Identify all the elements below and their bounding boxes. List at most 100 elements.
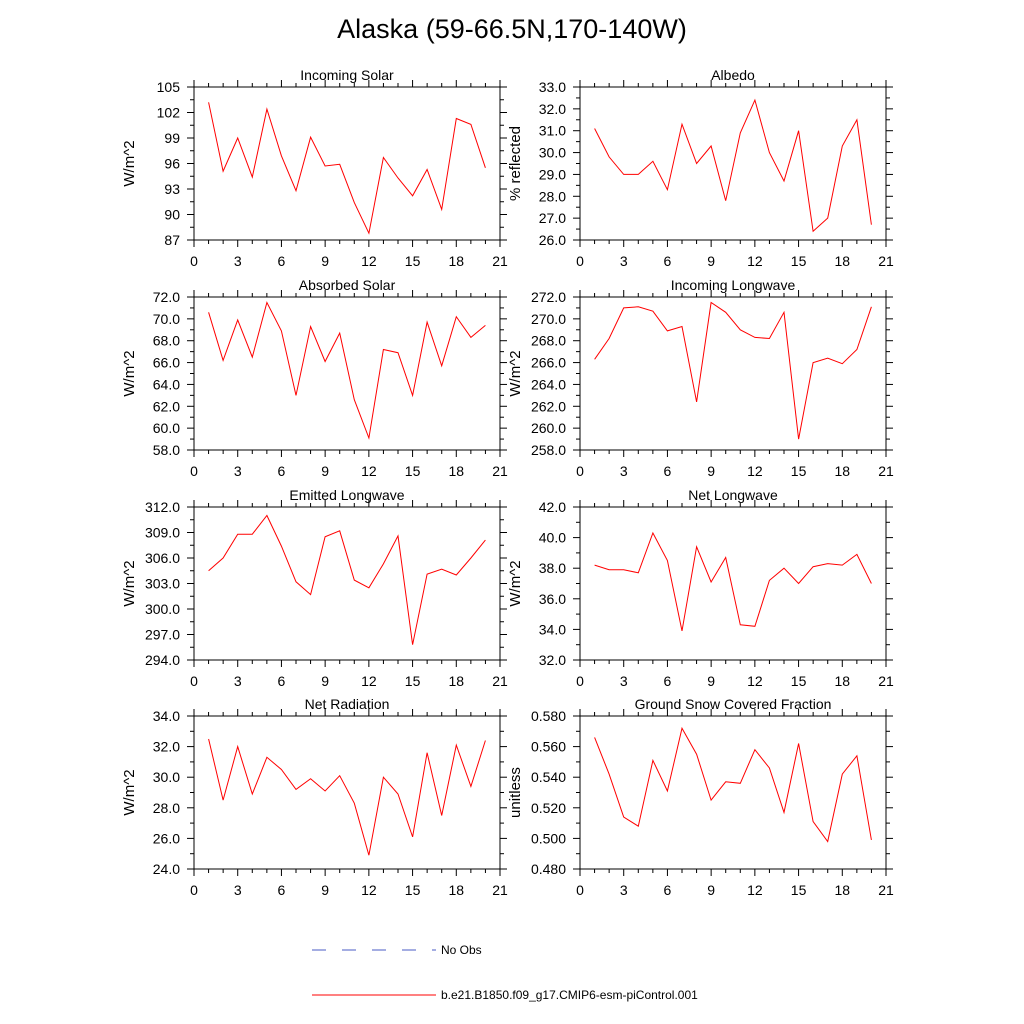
- y-axis-label: W/m^2: [507, 560, 524, 606]
- plot-frame: [579, 86, 887, 241]
- legend-obs-label: No Obs: [441, 943, 482, 957]
- x-tick-label: 0: [576, 882, 584, 898]
- x-tick-label: 15: [791, 253, 807, 269]
- chart-panel: Albedo 0 3 6 9 12 15 18 21 26.0 27.0 28.0 29.0 30.0 31…: [507, 67, 894, 269]
- y-tick-label: 40.0: [539, 530, 566, 546]
- panel-title: Albedo: [711, 67, 755, 83]
- y-tick-label: 26.0: [153, 830, 180, 846]
- y-tick-label: 66.0: [153, 355, 180, 371]
- y-tick-label: 28.0: [153, 800, 180, 816]
- x-tick-label: 18: [448, 882, 464, 898]
- x-tick-label: 6: [278, 673, 286, 689]
- x-tick-label: 18: [834, 673, 850, 689]
- y-tick-label: 34.0: [539, 621, 566, 637]
- x-tick-label: 3: [234, 882, 242, 898]
- series-line: [594, 98, 872, 233]
- y-tick-label: 0.520: [531, 800, 566, 816]
- x-tick-label: 9: [707, 882, 715, 898]
- plot-frame: [579, 296, 887, 451]
- x-tick-label: 12: [747, 253, 763, 269]
- x-tick-label: 6: [278, 882, 286, 898]
- x-tick-label: 9: [321, 463, 329, 479]
- x-tick-label: 3: [234, 253, 242, 269]
- x-tick-label: 21: [878, 882, 894, 898]
- x-tick-label: 21: [878, 463, 894, 479]
- plot-frame: [193, 506, 501, 661]
- x-tick-label: 0: [576, 463, 584, 479]
- y-tick-label: 68.0: [153, 333, 180, 349]
- x-tick-label: 21: [492, 253, 508, 269]
- x-tick-label: 15: [405, 463, 421, 479]
- chart-panel: Net Radiation 0 3 6 9 12 15 18 21 24.0 26.0 28.0 30.…: [121, 696, 508, 898]
- x-tick-label: 18: [834, 463, 850, 479]
- y-tick-label: 72.0: [153, 289, 180, 305]
- y-tick-label: 29.0: [539, 166, 566, 182]
- x-tick-label: 0: [576, 253, 584, 269]
- x-tick-label: 21: [878, 673, 894, 689]
- y-tick-label: 272.0: [531, 289, 566, 305]
- y-tick-label: 36.0: [539, 591, 566, 607]
- series-line: [208, 738, 486, 856]
- y-tick-label: 102: [157, 105, 181, 121]
- x-tick-label: 9: [707, 253, 715, 269]
- y-tick-label: 93: [164, 181, 180, 197]
- x-tick-label: 15: [791, 463, 807, 479]
- y-tick-label: 90: [164, 207, 180, 223]
- y-tick-label: 0.480: [531, 861, 566, 877]
- y-tick-label: 297.0: [145, 627, 180, 643]
- y-tick-label: 260.0: [531, 420, 566, 436]
- y-tick-label: 60.0: [153, 420, 180, 436]
- y-tick-label: 300.0: [145, 601, 180, 617]
- x-tick-label: 9: [321, 673, 329, 689]
- x-tick-label: 0: [190, 463, 198, 479]
- x-tick-label: 12: [747, 463, 763, 479]
- series-line: [594, 726, 872, 843]
- y-tick-label: 0.560: [531, 739, 566, 755]
- x-tick-label: 12: [361, 463, 377, 479]
- y-tick-label: 32.0: [539, 101, 566, 117]
- y-axis-label: W/m^2: [121, 350, 138, 396]
- chart-panel: Emitted Longwave 0 3 6 9 12 15 18 21 294.0 297.0 30…: [121, 487, 508, 689]
- x-tick-label: 9: [321, 253, 329, 269]
- x-tick-label: 18: [448, 673, 464, 689]
- y-axis-label: W/m^2: [121, 769, 138, 815]
- y-axis-label: % reflected: [507, 126, 524, 201]
- x-tick-label: 18: [834, 253, 850, 269]
- x-tick-label: 15: [405, 882, 421, 898]
- x-tick-label: 0: [190, 673, 198, 689]
- series-line: [208, 514, 486, 645]
- y-tick-label: 27.0: [539, 210, 566, 226]
- y-tick-label: 64.0: [153, 376, 180, 392]
- y-tick-label: 87: [164, 232, 180, 248]
- x-tick-label: 21: [878, 253, 894, 269]
- y-tick-label: 294.0: [145, 652, 180, 668]
- y-tick-label: 33.0: [539, 79, 566, 95]
- x-tick-label: 3: [234, 463, 242, 479]
- y-tick-label: 309.0: [145, 525, 180, 541]
- y-axis-label: W/m^2: [121, 140, 138, 186]
- x-tick-label: 18: [448, 463, 464, 479]
- plot-frame: [579, 506, 887, 661]
- y-axis-label: unitless: [507, 767, 524, 818]
- x-tick-label: 3: [620, 673, 628, 689]
- x-tick-label: 0: [190, 882, 198, 898]
- y-tick-label: 31.0: [539, 123, 566, 139]
- y-tick-label: 70.0: [153, 311, 180, 327]
- x-tick-label: 21: [492, 463, 508, 479]
- legend-model-label: b.e21.B1850.f09_g17.CMIP6-esm-piControl.…: [441, 988, 698, 1002]
- y-tick-label: 30.0: [539, 145, 566, 161]
- y-tick-label: 30.0: [153, 769, 180, 785]
- y-tick-label: 303.0: [145, 576, 180, 592]
- y-tick-label: 0.540: [531, 769, 566, 785]
- x-tick-label: 12: [361, 253, 377, 269]
- x-tick-label: 15: [791, 882, 807, 898]
- chart-panel: Incoming Solar 0 3 6 9 12 15 18 21 87 90 93 96 99 102 1…: [121, 67, 508, 269]
- x-tick-label: 21: [492, 673, 508, 689]
- x-tick-label: 6: [664, 673, 672, 689]
- y-tick-label: 270.0: [531, 311, 566, 327]
- chart-panel: Absorbed Solar 0 3 6 9 12 15 18 21 58.0 60.0 62.0 64…: [121, 277, 508, 479]
- x-tick-label: 15: [405, 673, 421, 689]
- x-tick-label: 6: [278, 463, 286, 479]
- x-tick-label: 6: [664, 882, 672, 898]
- series-line: [594, 531, 872, 632]
